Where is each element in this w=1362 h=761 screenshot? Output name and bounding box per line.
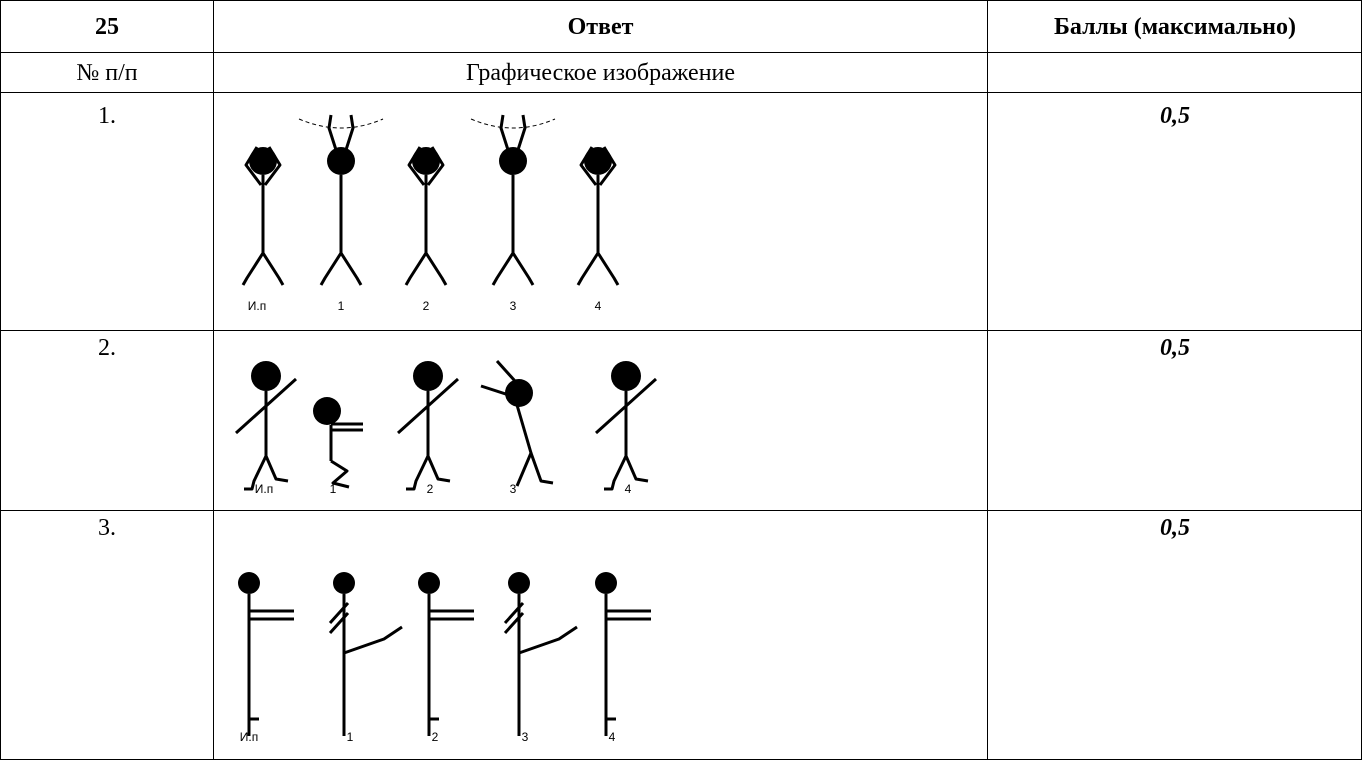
- figure-label: И.п: [255, 482, 273, 496]
- head: [413, 361, 443, 391]
- stroke: [343, 114, 355, 154]
- stroke: [406, 454, 451, 491]
- figure-label: И.п: [248, 299, 266, 313]
- motion-arc: [470, 118, 556, 129]
- figure-label: 3: [510, 482, 517, 496]
- stroke: [404, 251, 448, 286]
- figure-label: И.п: [240, 730, 258, 744]
- head: [251, 361, 281, 391]
- head: [313, 397, 341, 425]
- stroke: [244, 454, 289, 491]
- stroke: [407, 146, 426, 186]
- subheader-cell: Графическое изображение: [213, 52, 987, 92]
- stroke: [330, 459, 350, 489]
- row-number: 2.: [0, 330, 213, 510]
- row-number: 3.: [0, 510, 213, 760]
- figure-drawing: И.п 1 2 3 4: [234, 359, 658, 496]
- stroke: [396, 377, 460, 435]
- head: [508, 572, 530, 594]
- subheader-cell: [987, 52, 1362, 92]
- stroke: [576, 251, 620, 286]
- figure-label: 2: [423, 299, 430, 313]
- stroke: [480, 384, 516, 399]
- stroke: [515, 451, 554, 487]
- row-number: 1.: [0, 92, 213, 330]
- stroke: [503, 611, 525, 635]
- stroke: [491, 251, 535, 286]
- figure-label: 1: [338, 299, 345, 313]
- stroke: [328, 601, 350, 625]
- stroke: [319, 251, 363, 286]
- stroke: [503, 601, 525, 625]
- head: [595, 572, 617, 594]
- head: [238, 572, 260, 594]
- figure-label: 4: [595, 299, 602, 313]
- head: [505, 379, 533, 407]
- head: [327, 147, 355, 175]
- stroke: [343, 625, 403, 655]
- stroke: [598, 146, 617, 186]
- figure-label: 3: [510, 299, 517, 313]
- figure-label: 1: [347, 730, 354, 744]
- score: 0,5: [987, 510, 1362, 760]
- score: 0,5: [987, 92, 1362, 330]
- stroke: [518, 625, 578, 655]
- figure-label: 4: [625, 482, 632, 496]
- stroke: [328, 611, 350, 635]
- stroke: [327, 114, 339, 154]
- head: [333, 572, 355, 594]
- stroke: [234, 377, 298, 435]
- head: [499, 147, 527, 175]
- score: 0,5: [987, 330, 1362, 510]
- stroke: [495, 359, 517, 383]
- figure-cell: И.п 1 2 3 4: [213, 510, 987, 760]
- figure-label: 2: [427, 482, 434, 496]
- stroke: [426, 146, 445, 186]
- head: [412, 147, 440, 175]
- stroke: [263, 146, 282, 186]
- stroke: [515, 404, 533, 454]
- figure-cell: И.п 1 2 3 4: [213, 330, 987, 510]
- stroke: [604, 454, 649, 491]
- header-cell: 25: [0, 0, 213, 52]
- figure-label: 3: [522, 730, 529, 744]
- stroke: [241, 251, 285, 286]
- figure-cell: И.п 1 2 3 4: [213, 92, 987, 330]
- stroke: [515, 114, 527, 154]
- head: [611, 361, 641, 391]
- figure-drawing: И.п 1 2 3 4: [238, 572, 651, 744]
- header-cell: Ответ: [213, 0, 987, 52]
- head: [249, 147, 277, 175]
- header-cell: Баллы (максимально): [987, 0, 1362, 52]
- figure-drawing: И.п 1 2 3 4: [241, 114, 620, 313]
- stroke: [499, 114, 511, 154]
- stroke: [594, 377, 658, 435]
- head: [584, 147, 612, 175]
- stroke: [579, 146, 598, 186]
- stroke: [244, 146, 263, 186]
- figure-label: 2: [432, 730, 439, 744]
- subheader-cell: № п/п: [0, 52, 213, 92]
- motion-arc: [298, 118, 384, 129]
- head: [418, 572, 440, 594]
- figure-label: 1: [330, 482, 337, 496]
- figure-label: 4: [609, 730, 616, 744]
